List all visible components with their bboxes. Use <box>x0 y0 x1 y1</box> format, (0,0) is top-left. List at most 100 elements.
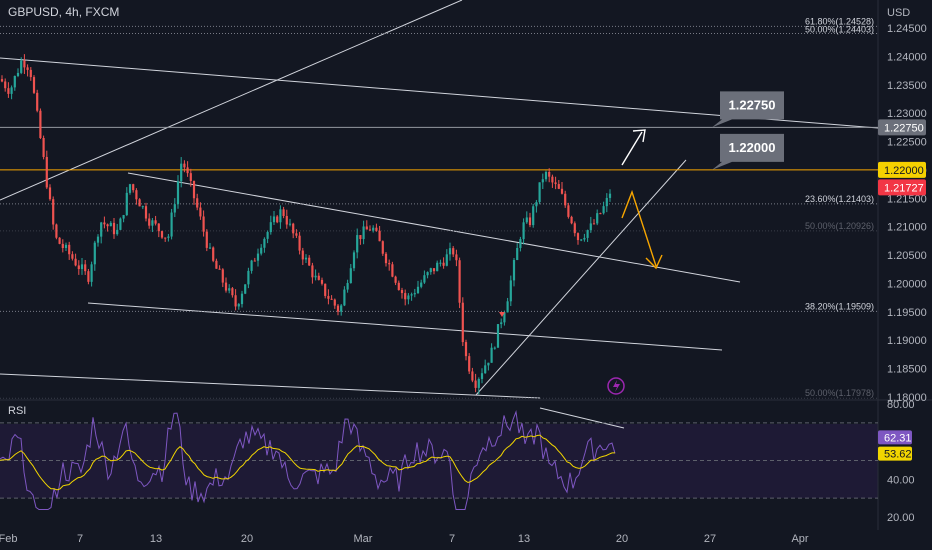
trendline-bottom[interactable] <box>0 373 541 399</box>
fib-level-label: 50.00%(1.20926) <box>805 221 874 231</box>
candle-body <box>516 247 519 261</box>
time-tick-label: 27 <box>704 533 716 545</box>
candle-body <box>493 347 496 349</box>
candle-body <box>13 75 16 88</box>
candle-body <box>506 301 509 313</box>
candle-body <box>112 222 116 235</box>
bearish-arrow-head[interactable] <box>645 254 663 270</box>
lightning-icon[interactable] <box>607 377 625 395</box>
candle-body <box>71 254 74 259</box>
candle-body <box>340 305 343 312</box>
price-tick-label: 1.24000 <box>887 51 927 63</box>
candle-body <box>256 253 260 261</box>
candle-body <box>503 312 506 323</box>
candle-body <box>176 181 180 205</box>
candle-body <box>461 302 464 343</box>
callout-box[interactable] <box>712 91 784 128</box>
price-tick-label: 1.22500 <box>887 137 927 149</box>
price-axis[interactable]: 1.24500 1.24000 1.23500 1.23000 1.22500 1.220… <box>887 23 927 404</box>
candle-body <box>20 60 23 73</box>
rsi-title: RSI <box>8 405 26 417</box>
candle-body <box>52 199 55 225</box>
candle-body <box>532 206 535 226</box>
candle-body <box>448 248 452 255</box>
candle-body <box>308 257 311 266</box>
rsi-divergence-line[interactable] <box>539 407 625 429</box>
trendline-ascending-support[interactable] <box>475 159 687 396</box>
callout-box[interactable] <box>712 133 784 170</box>
candle-body <box>455 254 458 261</box>
price-tag-box <box>878 179 926 196</box>
candle-body <box>490 347 493 363</box>
trendlines[interactable] <box>0 0 879 429</box>
candle-body <box>196 198 199 208</box>
trendline-channel-upper[interactable] <box>127 172 741 283</box>
candle-body <box>29 69 32 78</box>
event-marker[interactable] <box>607 377 625 395</box>
price-tick-label: 1.19500 <box>887 307 927 319</box>
fib-level-label: 50.00%(1.24403) <box>805 25 874 35</box>
candle-body <box>205 231 208 248</box>
candle-body <box>292 223 295 234</box>
trendline-channel-lower[interactable] <box>87 302 723 351</box>
bullish-arrow-head[interactable] <box>632 129 646 143</box>
bearish-path[interactable] <box>621 189 657 267</box>
candle-body <box>244 284 247 294</box>
candle-body <box>58 237 61 244</box>
candle-body <box>106 224 109 227</box>
candle-body <box>23 60 26 68</box>
time-tick-label: 20 <box>616 533 628 545</box>
candle-body <box>45 156 48 188</box>
candle-body <box>272 216 276 223</box>
callout-label: 1.22750 <box>729 97 776 112</box>
candle-body <box>474 380 477 388</box>
candle-body <box>381 241 384 254</box>
fib-level-label: 23.60%(1.21403) <box>805 194 874 204</box>
candle-body <box>416 286 420 294</box>
rsi-tag-box <box>878 430 912 445</box>
rsi-axis[interactable]: 80.00 40.00 20.00 62.31 53.62 <box>878 399 915 524</box>
candle-body <box>586 230 589 238</box>
candle-body <box>36 92 39 111</box>
candle-body <box>7 88 10 94</box>
projection-arrows[interactable] <box>621 129 663 270</box>
candle-body <box>39 110 42 138</box>
candle-body <box>240 293 244 305</box>
candle-body <box>538 182 541 203</box>
candle-body <box>512 260 516 281</box>
time-tick-label: 7 <box>77 533 83 545</box>
candle-body <box>400 290 404 294</box>
candle-body <box>426 272 429 276</box>
candle-body <box>544 171 548 180</box>
candle-body <box>282 209 285 216</box>
price-tick-label: 1.18500 <box>887 364 927 376</box>
fib-level-label: 38.20%(1.19509) <box>805 301 874 311</box>
candle-body <box>407 295 410 300</box>
callout-label: 1.22000 <box>729 140 776 155</box>
callouts[interactable]: 1.22750 1.22000 <box>712 91 784 170</box>
candle-body <box>384 253 388 264</box>
bullish-arrow[interactable] <box>621 131 643 166</box>
candle-body <box>125 192 128 216</box>
time-tick-label: 13 <box>150 533 162 545</box>
time-tick-label: 7 <box>449 533 455 545</box>
symbol-title: GBPUSD, 4h, FXCM <box>8 5 119 19</box>
price-tag-box <box>878 119 926 136</box>
candle-body <box>234 295 237 307</box>
price-tick-label: 1.18000 <box>887 392 927 404</box>
price-tick-label: 1.23000 <box>887 108 927 120</box>
candle-body <box>477 378 480 388</box>
candle-body <box>141 206 144 208</box>
candle-body <box>317 275 320 280</box>
price-tag-label: 1.22000 <box>884 165 924 177</box>
rsi-tag-label: 62.31 <box>884 432 912 444</box>
candle-body <box>362 226 365 240</box>
candle-body <box>557 184 560 189</box>
candle-body <box>468 356 471 372</box>
candle-body <box>592 223 596 225</box>
candle-body <box>397 282 400 291</box>
candle-body <box>509 280 512 302</box>
candle-body <box>231 288 234 296</box>
time-axis[interactable]: Feb 7 13 20 Mar 7 13 20 27 Apr <box>0 533 809 545</box>
